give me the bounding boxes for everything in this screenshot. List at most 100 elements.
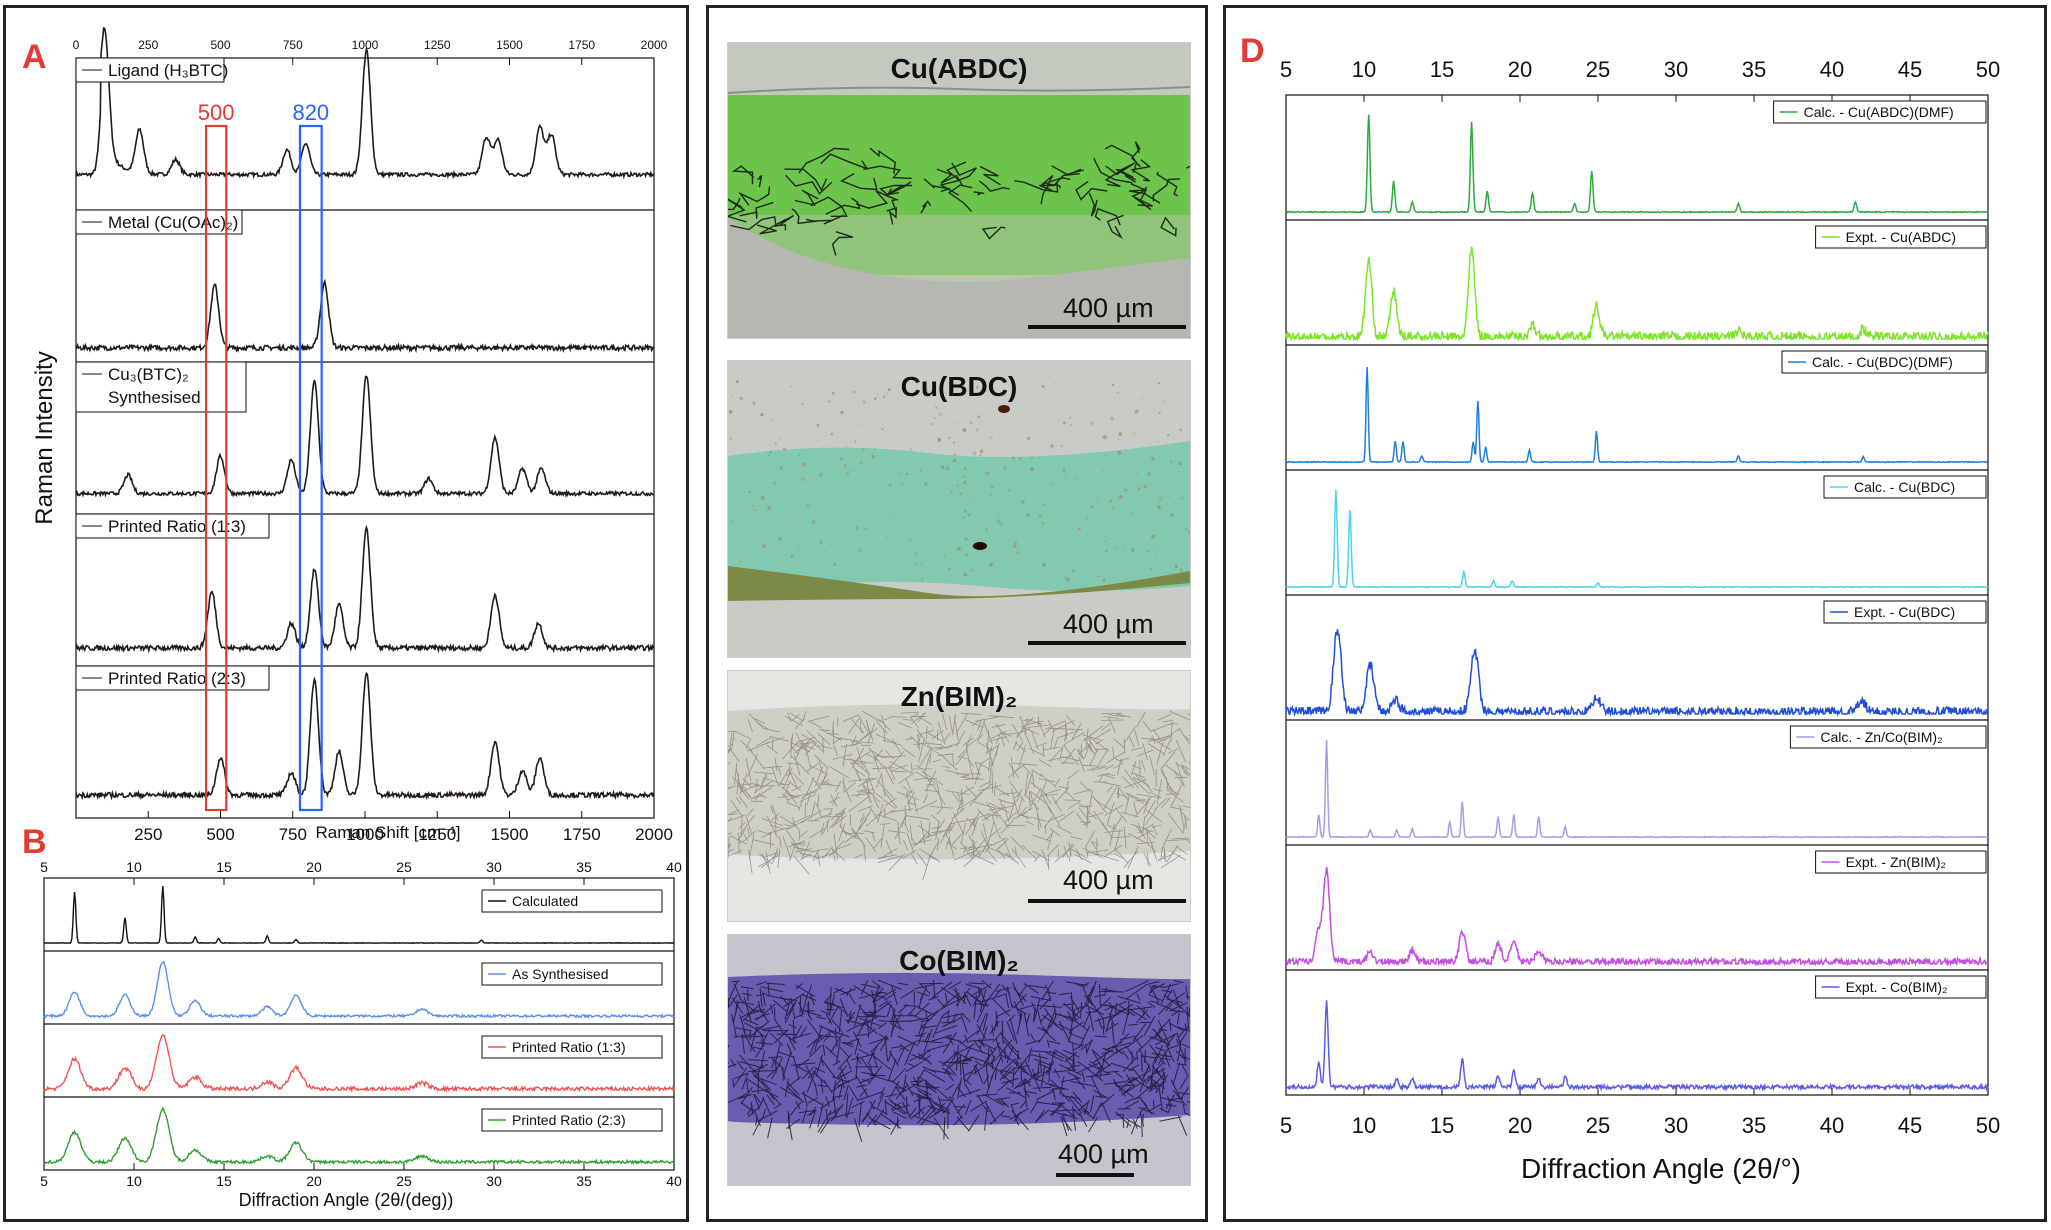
legend-label: Synthesised — [108, 388, 201, 407]
top-tick-label: 30 — [486, 859, 502, 875]
raman-plot: 0 250 500 750 1000 1250 1500 1750 2000 Ligand (H₃… — [73, 26, 673, 844]
legend-label: Printed Ratio (1:3) — [108, 517, 246, 536]
legend-label: Ligand (H₃BTC) — [108, 61, 228, 80]
legend-label: Calc. - Cu(BDC)(DMF) — [1812, 354, 1953, 370]
top-tick-label: 1750 — [568, 38, 595, 52]
scale-bar — [1028, 325, 1186, 329]
bottom-tick-label: 40 — [1820, 1113, 1844, 1138]
top-tick-label: 40 — [666, 859, 682, 875]
bottom-tick-label: 5 — [40, 1173, 48, 1189]
top-tick-label: 15 — [216, 859, 232, 875]
micrograph-image — [728, 43, 1190, 338]
top-tick-label: 20 — [1508, 57, 1532, 82]
scale-bar — [1028, 641, 1186, 645]
top-tick-label: 20 — [306, 859, 322, 875]
legend-label: Calc. - Cu(ABDC)(DMF) — [1804, 104, 1954, 120]
bottom-tick-label: 25 — [1586, 1113, 1610, 1138]
series-line — [1285, 629, 1989, 717]
plot-frame — [75, 57, 655, 819]
series-line — [75, 278, 655, 354]
top-tick-label: 250 — [138, 38, 158, 52]
series-line — [43, 1033, 675, 1093]
legend-label: Calculated — [512, 893, 578, 909]
bottom-tick-label: 45 — [1898, 1113, 1922, 1138]
bottom-tick-label: 1750 — [563, 825, 601, 844]
series-line — [43, 886, 674, 944]
top-tick-label: 1500 — [496, 38, 523, 52]
bottom-tick-label: 1500 — [491, 825, 529, 844]
legend-box — [75, 361, 247, 413]
legend-label: Expt. - Co(BIM)₂ — [1846, 979, 1948, 995]
micrograph-cu-bdc: Cu(BDC) 400 µm — [727, 360, 1191, 658]
micrograph-image — [728, 704, 1190, 880]
bottom-tick-label: 1250 — [418, 825, 456, 844]
legend-box — [481, 889, 663, 913]
top-tick-label: 1250 — [424, 38, 451, 52]
series-line — [75, 524, 655, 654]
bottom-tick-label: 35 — [576, 1173, 592, 1189]
highlight-label: 500 — [198, 100, 235, 125]
bottom-tick-label: 50 — [1976, 1113, 2000, 1138]
micrograph-title: Cu(BDC) — [900, 371, 1018, 402]
scale-label: 400 µm — [1063, 293, 1154, 323]
top-tick-label: 15 — [1430, 57, 1454, 82]
top-tick-label: 5 — [1280, 57, 1292, 82]
raman-x-label: Raman Shift [cm⁻¹] — [315, 823, 460, 842]
xrd-d-plot: 5 10 15 20 25 30 35 40 45 50 5 10 15 20 25 30 35 40 45 50 Ca… — [1280, 57, 2000, 1138]
series-line — [1285, 366, 1989, 464]
micrograph-title: Cu(ABDC) — [890, 53, 1028, 84]
top-tick-label: 25 — [1586, 57, 1610, 82]
legend-label: Printed Ratio (2:3) — [108, 669, 246, 688]
top-tick-label: 10 — [1352, 57, 1376, 82]
bottom-tick-label: 10 — [126, 1173, 142, 1189]
panel-d: D Diffraction Angle (2θ/°) 5 10 15 20 25 30 35… — [1223, 5, 2047, 1222]
xrd-b-plot: 5 10 15 20 25 30 35 40 5 10 15 20 25 30 35 40 Calculated… — [40, 859, 682, 1189]
bottom-tick-label: 1000 — [346, 825, 384, 844]
micrograph-title: Zn(BIM)₂ — [900, 681, 1018, 712]
top-tick-label: 0 — [73, 38, 80, 52]
top-tick-label: 2000 — [641, 38, 668, 52]
highlight-band — [298, 124, 323, 812]
xrd-b-x-label: Diffraction Angle (2θ/(deg)) — [239, 1190, 454, 1210]
legend-label: Printed Ratio (2:3) — [512, 1112, 626, 1128]
bottom-tick-label: 500 — [206, 825, 234, 844]
legend-box — [1815, 975, 1987, 999]
top-tick-label: 5 — [40, 859, 48, 875]
panel-letter-a: A — [22, 38, 47, 76]
legend-label: Cu₃(BTC)₂ — [108, 365, 189, 384]
top-tick-label: 45 — [1898, 57, 1922, 82]
panel-letter-d: D — [1240, 32, 1265, 70]
top-tick-label: 25 — [396, 859, 412, 875]
legend-box — [1823, 475, 1987, 499]
bottom-tick-label: 750 — [279, 825, 307, 844]
legend-label: Metal (Cu(OAc)₂) — [108, 213, 238, 232]
legend-box — [1789, 725, 1987, 749]
series-line — [1285, 1000, 1989, 1092]
bottom-tick-label: 15 — [216, 1173, 232, 1189]
series-line — [75, 26, 655, 180]
panel-ab: A B Raman Intensity Raman Shift [cm⁻¹] D… — [3, 5, 689, 1222]
legend-box — [1823, 600, 1987, 624]
raman-and-xrd-chart: A B Raman Intensity Raman Shift [cm⁻¹] D… — [22, 26, 682, 1210]
series-line — [1285, 489, 1989, 589]
micrograph-cu-abdc: Cu(ABDC) 400 µm — [727, 42, 1191, 339]
micrograph-image — [728, 380, 1190, 601]
top-tick-label: 30 — [1664, 57, 1688, 82]
legend-box — [481, 1035, 663, 1059]
legend-box — [75, 665, 270, 691]
xrd-d-chart: D Diffraction Angle (2θ/°) 5 10 15 20 25 30 35… — [1240, 32, 2000, 1184]
legend-box — [1815, 850, 1987, 874]
legend-box — [1815, 225, 1987, 249]
bottom-tick-label: 20 — [1508, 1113, 1532, 1138]
series-line — [43, 1106, 675, 1166]
legend-label: Printed Ratio (1:3) — [512, 1039, 626, 1055]
legend-label: Expt. - Cu(ABDC) — [1846, 229, 1956, 245]
series-line — [75, 671, 655, 801]
scale-label: 400 µm — [1058, 1139, 1149, 1169]
series-line — [1285, 114, 1989, 214]
top-tick-label: 750 — [283, 38, 303, 52]
scale-label: 400 µm — [1063, 609, 1154, 639]
legend-box — [481, 1108, 663, 1132]
panel-letter-b: B — [22, 823, 47, 861]
bottom-tick-label: 25 — [396, 1173, 412, 1189]
